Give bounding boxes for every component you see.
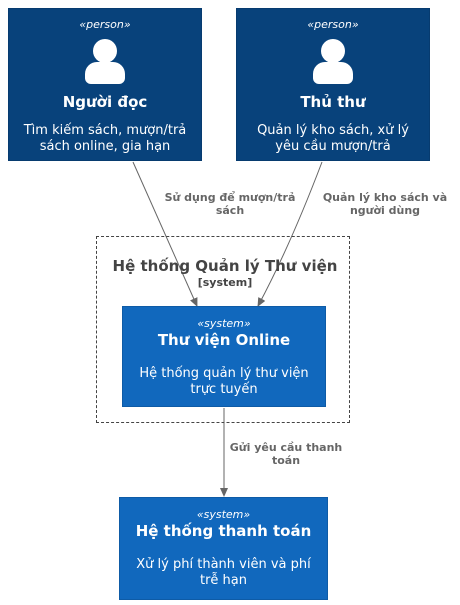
relation-label-payment: Gửi yêu cầu thanh toán — [229, 441, 343, 467]
system-payment-stereotype: «system» — [196, 508, 251, 521]
person-librarian-stereotype: «person» — [307, 18, 359, 31]
system-payment-description: Xử lý phí thành viên và phí trễ hạn — [136, 557, 311, 588]
relation-label-librarian: Quản lý kho sách và người dùng — [322, 191, 448, 217]
person-reader-name: Người đọc — [62, 93, 148, 111]
boundary-type: [system] — [197, 276, 253, 289]
person-icon — [85, 39, 125, 85]
system-online-library[interactable]: «system» Thư viện Online Hệ thống quản l… — [122, 306, 326, 407]
person-librarian-name: Thủ thư — [300, 93, 366, 111]
person-reader[interactable]: «person» Người đọc Tìm kiếm sách, mượn/t… — [8, 8, 202, 161]
system-payment[interactable]: «system» Hệ thống thanh toán Xử lý phí t… — [119, 497, 328, 600]
system-boundary — [96, 236, 350, 423]
person-icon — [313, 39, 353, 85]
system-online-library-description: Hệ thống quản lý thư viện trực tuyến — [139, 366, 309, 397]
person-reader-description: Tìm kiếm sách, mượn/trả sách online, gia… — [23, 123, 187, 154]
system-online-library-stereotype: «system» — [197, 317, 251, 330]
boundary-title: Hệ thống Quản lý Thư viện — [112, 257, 338, 275]
relation-edge-librarian-to-library — [257, 161, 323, 307]
person-reader-stereotype: «person» — [79, 18, 131, 31]
system-payment-name: Hệ thống thanh toán — [135, 522, 312, 540]
relation-edge-reader-to-library — [132, 161, 198, 307]
person-librarian-description: Quản lý kho sách, xử lý yêu cầu mượn/trả — [257, 123, 409, 154]
person-librarian[interactable]: «person» Thủ thư Quản lý kho sách, xử lý… — [236, 8, 430, 161]
system-online-library-name: Thư viện Online — [157, 331, 291, 349]
relation-label-reader: Sử dụng để mượn/trả sách — [164, 191, 296, 217]
